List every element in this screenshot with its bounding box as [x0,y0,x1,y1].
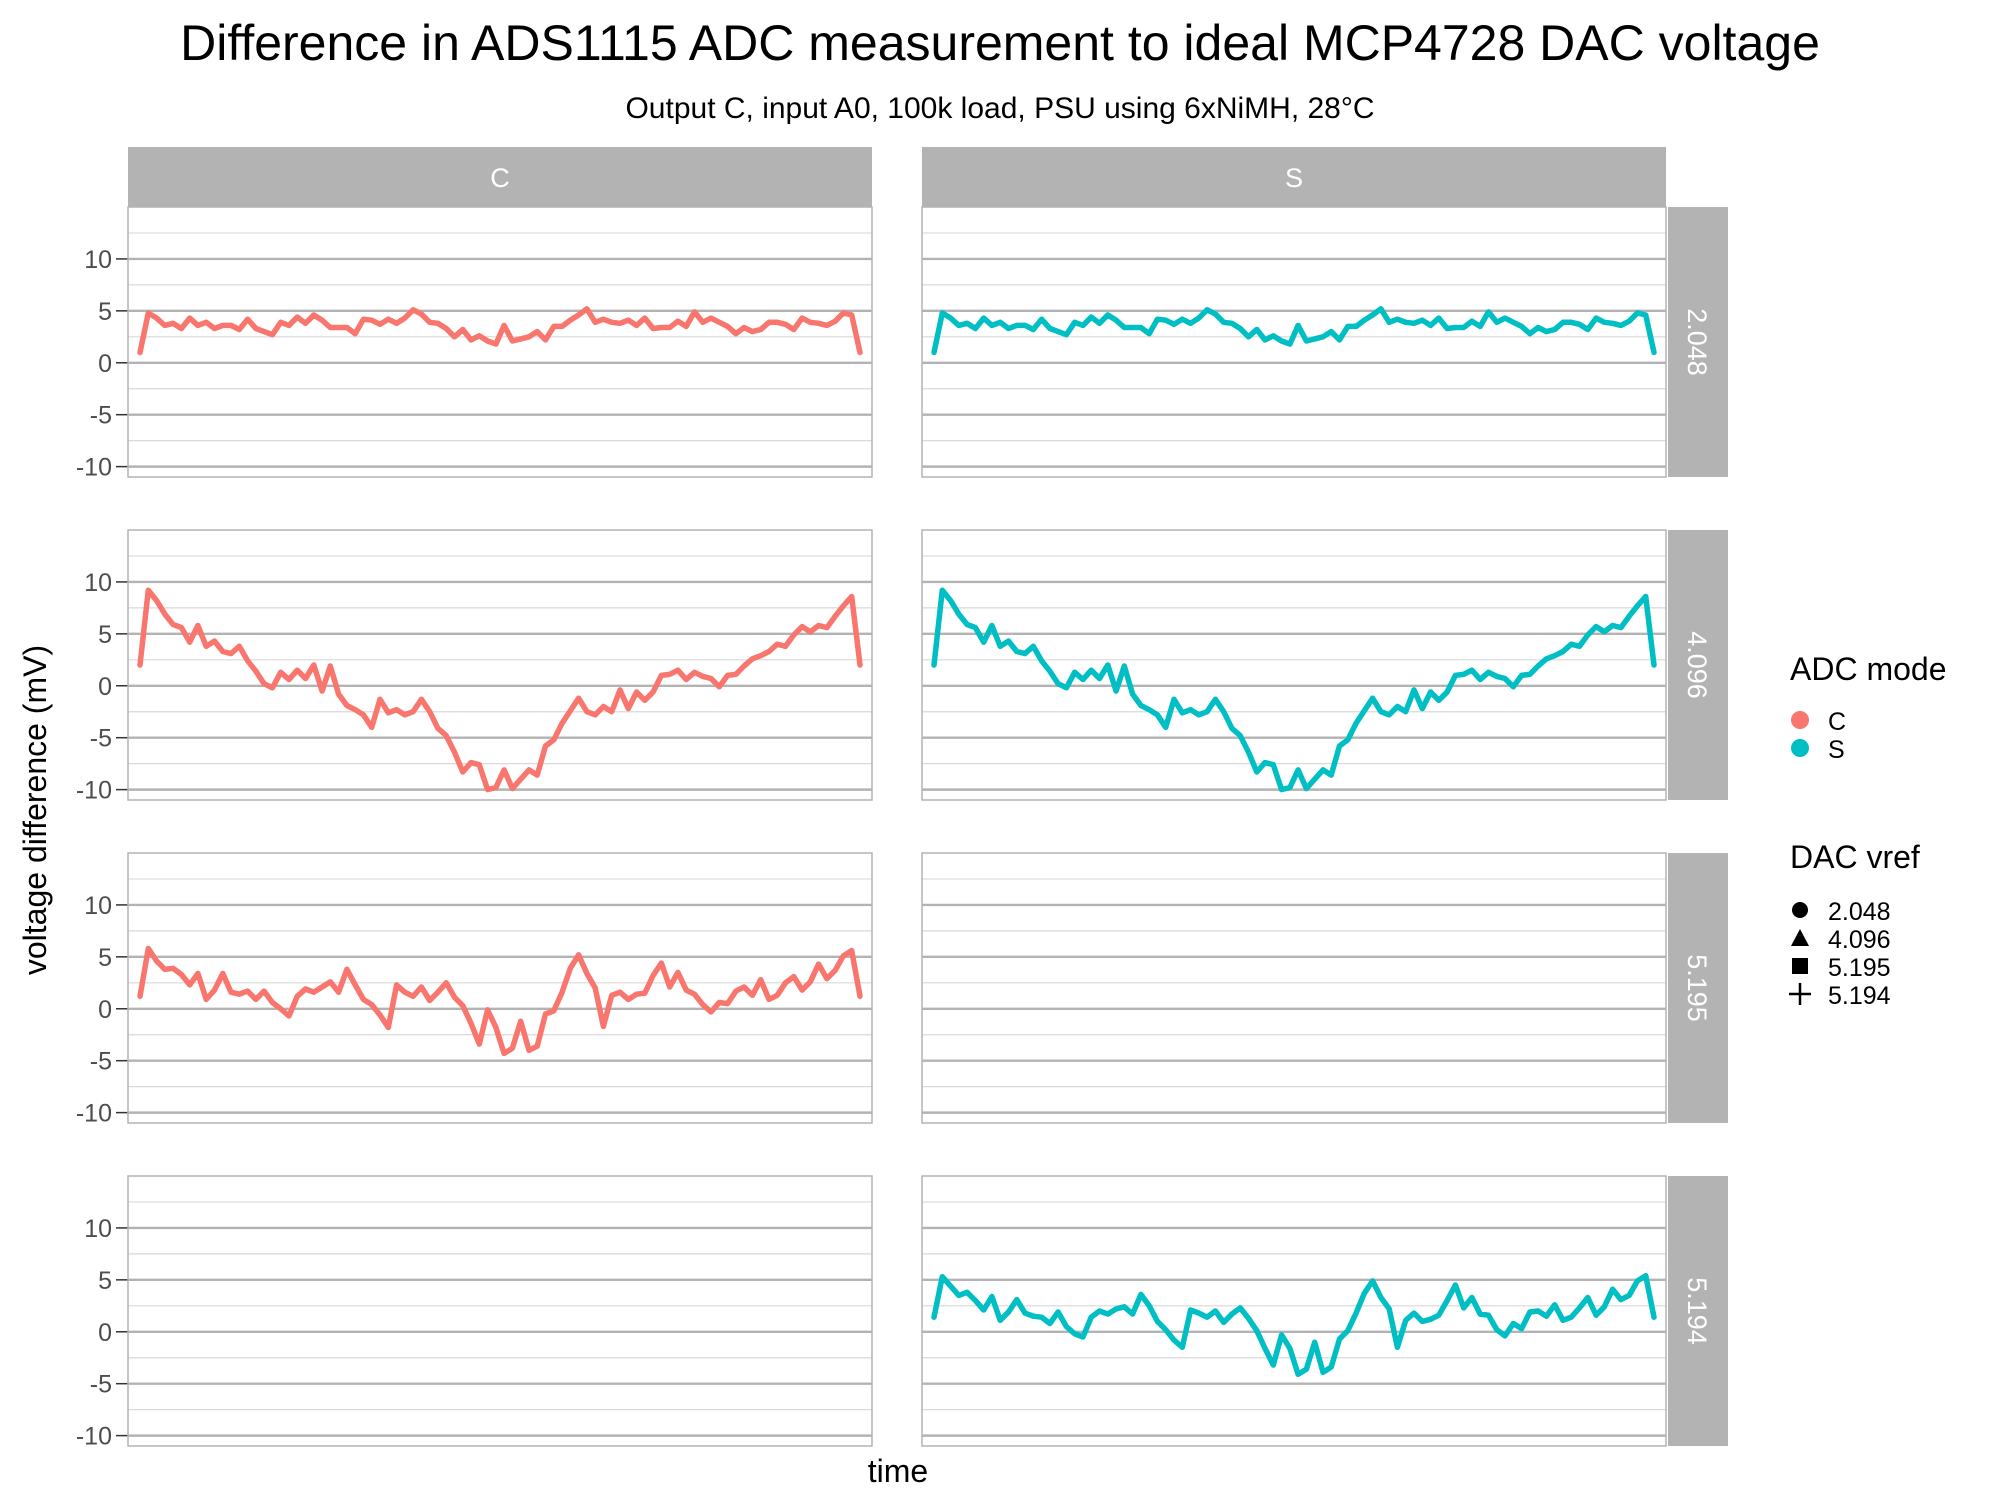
y-tick-label: 0 [98,350,112,378]
y-tick-label: 10 [84,892,112,920]
y-tick-label: 0 [98,996,112,1024]
series-line-C [137,306,863,356]
y-tick-label: -5 [90,402,112,430]
y-tick-label: 0 [98,673,112,701]
row-strip-5.194 [1668,1176,1728,1446]
column-strip-label: S [1285,163,1303,193]
row-strip-2.048 [1668,207,1728,477]
y-tick-label: -10 [76,1100,112,1128]
y-tick-label: 10 [84,569,112,597]
square-key-icon [1792,958,1808,974]
column-strip-label: C [490,163,510,193]
y-tick-label: 5 [98,944,112,972]
panel-border [127,852,873,1124]
y-tick-label: 5 [98,298,112,326]
panel-border [127,1175,873,1447]
chart-subtitle: Output C, input A0, 100k load, PSU using… [625,92,1374,125]
row-strip-5.195 [1668,853,1728,1123]
series-line-S [931,587,1657,793]
legend-label: S [1828,736,1845,764]
panel-2.048-C [127,206,873,478]
panel-border [921,206,1667,478]
panel-4.096-S [921,529,1667,801]
panel-border [127,206,873,478]
y-tick-label: -5 [90,1371,112,1399]
x-axis-label: time [868,1453,928,1489]
legend-label: 2.048 [1828,898,1891,926]
y-tick-label: -10 [76,454,112,482]
triangle-key-icon [1791,929,1809,946]
series-line-C [137,945,863,1057]
legend-key-C [1791,711,1809,729]
row-strip-4.096 [1668,530,1728,800]
panel-5.195-S [921,852,1667,1124]
series-line-C [137,587,863,793]
panel-5.195-C [127,852,873,1124]
circle-key-icon [1792,902,1808,918]
panel-5.194-C [127,1175,873,1447]
y-tick-label: 5 [98,621,112,649]
series-line-S [931,1272,1657,1378]
series-line-S [931,306,1657,356]
panel-border [921,1175,1667,1447]
panel-4.096-C [127,529,873,801]
legend-title-adc-mode: ADC mode [1790,651,1947,687]
y-axis-label: voltage difference (mV) [17,645,53,975]
panel-5.194-S [921,1175,1667,1447]
y-tick-label: -5 [90,725,112,753]
legend-key-S [1791,739,1809,757]
y-tick-label: 5 [98,1267,112,1295]
row-strip-label: 4.096 [1682,631,1712,699]
y-tick-label: -10 [76,1423,112,1451]
chart-title: Difference in ADS1115 ADC measurement to… [180,15,1820,71]
panel-border [921,529,1667,801]
y-tick-label: -10 [76,777,112,805]
column-strip-C [128,147,872,207]
row-strip-label: 5.194 [1682,1277,1712,1345]
legend-title-dac-vref: DAC vref [1790,839,1920,875]
legend-label: 4.096 [1828,926,1891,954]
y-tick-label: 10 [84,246,112,274]
panel-border [127,529,873,801]
legend-label: C [1828,708,1846,736]
row-strip-label: 5.195 [1682,954,1712,1022]
facet-panels: C S 2.048 10 5 0 -5 -10 4.096 10 5 0 -5 -10 5.195 10 5 0 -… [76,147,1728,1451]
row-strip-label: 2.048 [1682,308,1712,376]
legend-label: 5.194 [1828,982,1891,1010]
y-tick-label: 10 [84,1215,112,1243]
y-tick-label: -5 [90,1048,112,1076]
y-tick-label: 0 [98,1319,112,1347]
panel-border [921,852,1667,1124]
panel-2.048-S [921,206,1667,478]
column-strip-S [922,147,1666,207]
legend-label: 5.195 [1828,954,1891,982]
